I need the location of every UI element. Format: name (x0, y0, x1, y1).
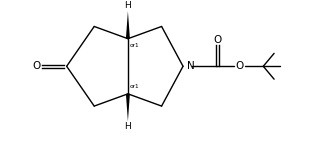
Text: O: O (32, 61, 40, 71)
Text: O: O (213, 35, 221, 45)
Polygon shape (126, 94, 130, 121)
Text: N: N (187, 61, 194, 71)
Text: or1: or1 (129, 43, 139, 48)
Text: or1: or1 (129, 84, 139, 89)
Text: H: H (125, 122, 131, 131)
Text: O: O (235, 61, 243, 71)
Polygon shape (126, 11, 130, 39)
Text: H: H (125, 1, 131, 10)
